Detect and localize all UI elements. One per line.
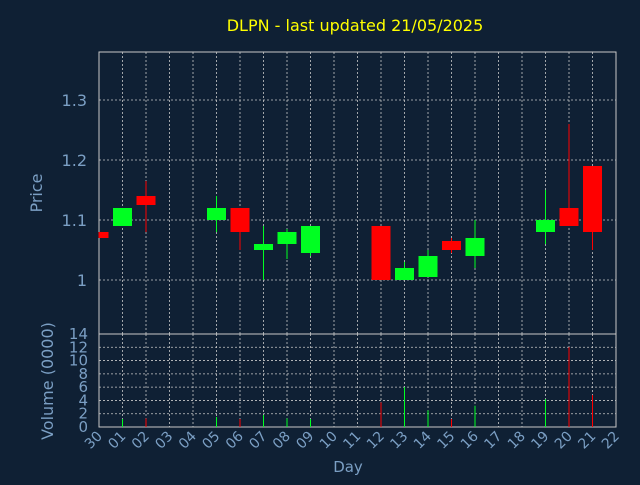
candle-body xyxy=(207,208,226,220)
candle-body xyxy=(583,166,602,232)
price-tick-label: 1.3 xyxy=(62,91,87,110)
volume-tick-label: 12 xyxy=(69,338,88,356)
candle-body xyxy=(442,241,461,250)
day-tick-label: 01 xyxy=(105,429,129,453)
candle-body xyxy=(136,196,156,205)
day-tick-label: 22 xyxy=(599,429,623,453)
candle-body xyxy=(99,232,109,238)
volume-tick-label: 8 xyxy=(78,365,88,383)
candle-body xyxy=(277,232,297,244)
candle-body xyxy=(301,226,320,253)
day-tick-label: 12 xyxy=(364,429,388,453)
day-tick-label: 07 xyxy=(246,429,270,453)
volume-tick-label: 6 xyxy=(78,378,88,396)
day-tick-label: 16 xyxy=(458,428,482,452)
candle-body xyxy=(559,208,579,226)
candle-body xyxy=(254,244,273,250)
volume-tick-label: 4 xyxy=(78,391,88,409)
volume-grid xyxy=(98,333,617,428)
volume-bars xyxy=(122,347,593,427)
day-tick-label: 17 xyxy=(481,429,505,453)
day-tick-label: 15 xyxy=(434,429,458,453)
candle-body xyxy=(371,226,391,280)
day-tick-label: 02 xyxy=(129,429,153,453)
candle-body xyxy=(536,220,555,232)
day-tick-label: 10 xyxy=(317,429,341,453)
day-tick-label: 06 xyxy=(223,428,247,452)
price-grid xyxy=(98,52,617,334)
candle-body xyxy=(465,238,485,256)
volume-panel-frame xyxy=(98,333,617,428)
day-axis-label: Day xyxy=(333,458,363,476)
candle-body xyxy=(113,208,132,226)
day-tick-label: 04 xyxy=(176,428,200,452)
price-axis: 1 1.1 1.2 1.3 xyxy=(62,91,87,290)
price-tick-label: 1.2 xyxy=(62,151,87,170)
day-tick-label: 11 xyxy=(340,429,364,453)
day-axis: 30 01 02 03 04 05 06 07 08 09 10 11 12 13 14 15 16 17 18 19… xyxy=(82,428,623,452)
day-tick-label: 14 xyxy=(411,428,435,452)
day-tick-label: 18 xyxy=(505,429,529,453)
day-tick-label: 05 xyxy=(199,429,223,453)
day-tick-label: 08 xyxy=(270,429,294,453)
volume-tick-label: 10 xyxy=(69,352,88,370)
chart-title: DLPN - last updated 21/05/2025 xyxy=(227,16,484,35)
volume-axis-label: Volume (0000) xyxy=(38,322,57,440)
day-tick-label: 21 xyxy=(575,429,599,453)
candle-body xyxy=(395,268,414,280)
candle-body xyxy=(418,256,438,277)
day-tick-label: 19 xyxy=(528,429,552,453)
day-tick-label: 09 xyxy=(293,429,317,453)
volume-tick-label: 2 xyxy=(78,405,88,423)
day-tick-label: 20 xyxy=(552,429,576,453)
volume-tick-label: 14 xyxy=(69,325,88,343)
candle-body xyxy=(230,208,250,232)
price-tick-label: 1.1 xyxy=(62,211,87,230)
price-axis-label: Price xyxy=(27,173,46,212)
price-tick-label: 1 xyxy=(77,271,87,290)
day-tick-label: 03 xyxy=(152,429,176,453)
candles xyxy=(98,124,602,280)
volume-tick-label: 0 xyxy=(78,418,88,436)
day-tick-label: 13 xyxy=(387,429,411,453)
